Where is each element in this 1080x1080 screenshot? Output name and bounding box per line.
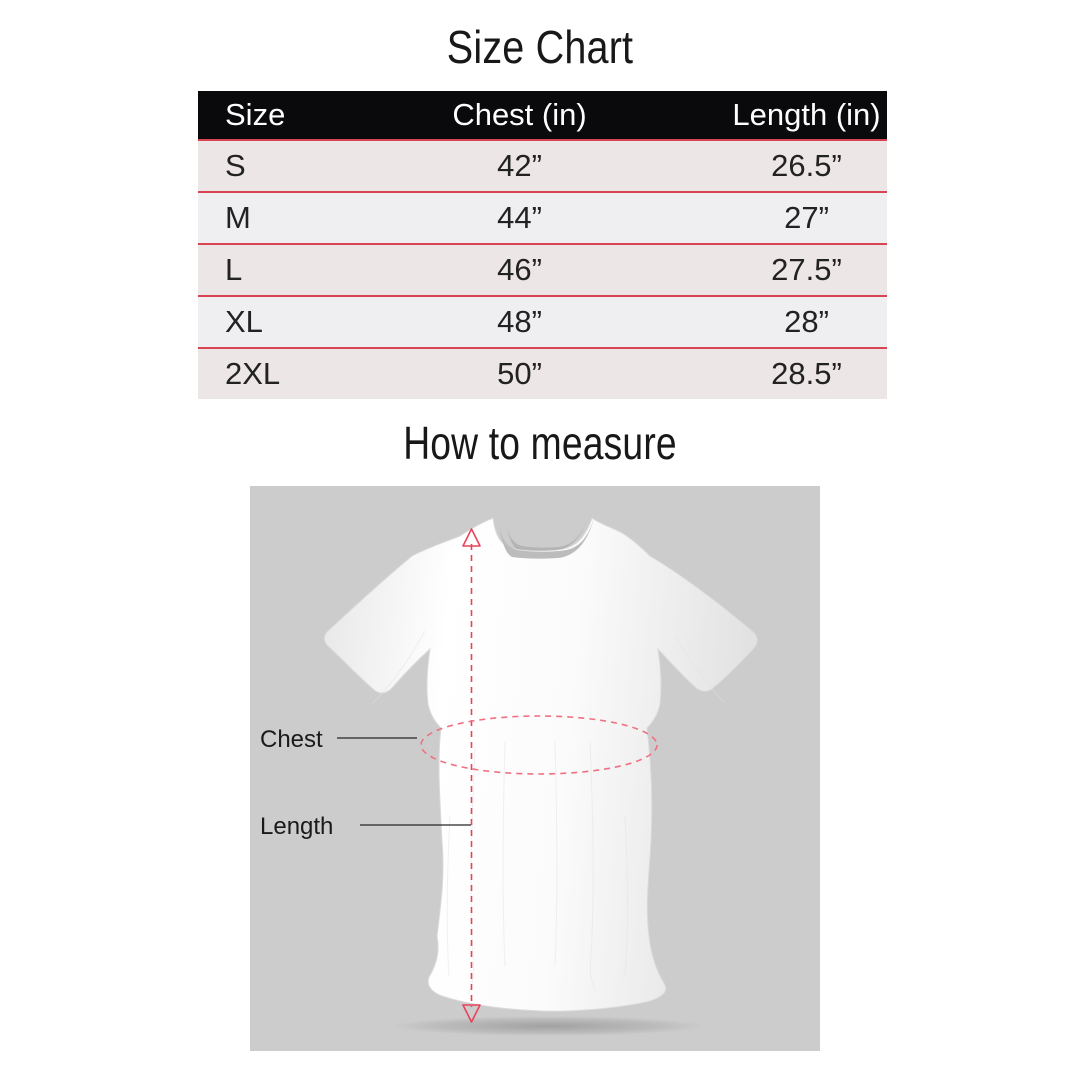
svg-text:Chest: Chest [260, 726, 323, 753]
svg-text:Length: Length [260, 813, 333, 840]
